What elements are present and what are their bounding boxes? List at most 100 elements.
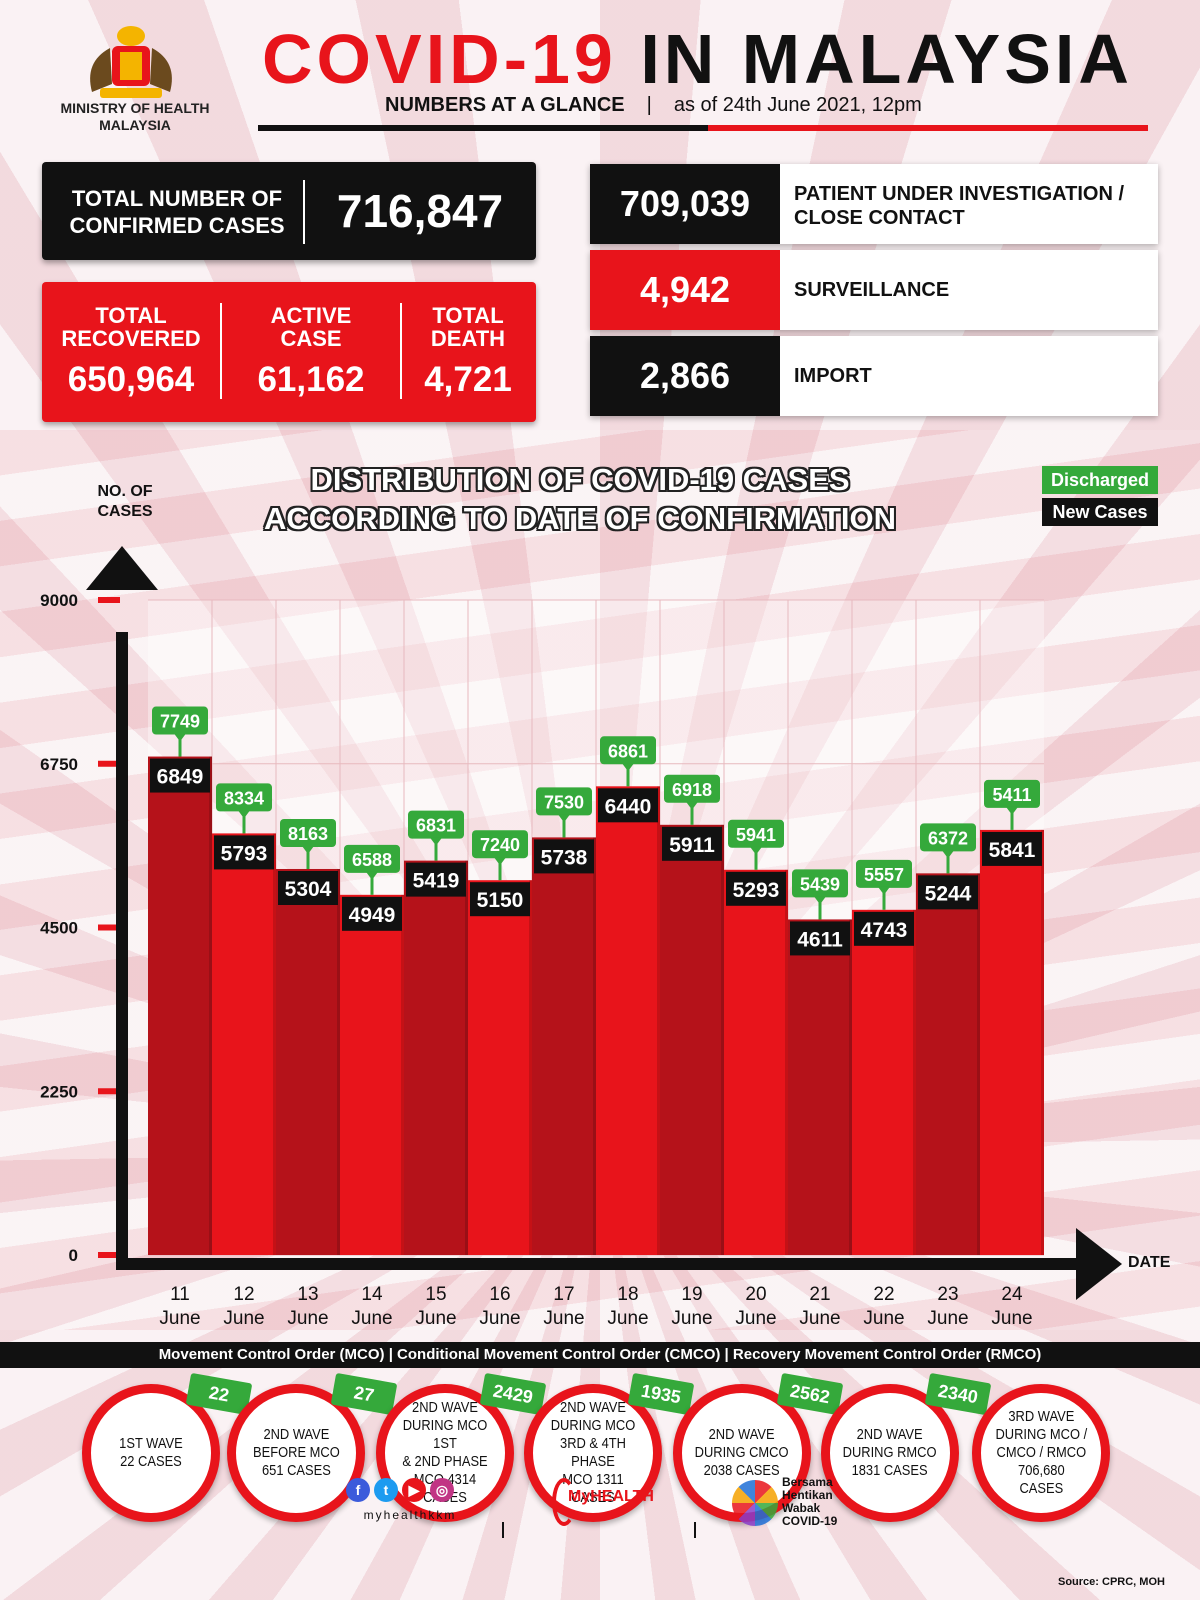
death-value: 4,721 bbox=[424, 360, 512, 399]
new-cases-label: 5841 bbox=[989, 839, 1036, 862]
discharged-label-tail bbox=[878, 886, 890, 895]
bar-edge bbox=[593, 837, 596, 1255]
bar bbox=[148, 756, 212, 1255]
x-tick-label: 22 bbox=[873, 1284, 894, 1305]
new-cases-label: 5793 bbox=[221, 842, 268, 865]
bar bbox=[276, 868, 340, 1255]
y-tick-mark bbox=[98, 1252, 120, 1258]
bar-edge bbox=[401, 894, 404, 1255]
bar bbox=[788, 919, 852, 1255]
footer-divider bbox=[694, 1522, 696, 1538]
discharged-label-box bbox=[280, 818, 336, 847]
bar bbox=[724, 869, 788, 1255]
wave-text: 2ND WAVE DURING RMCO 1831 CASES bbox=[843, 1426, 937, 1479]
x-tick-label: June bbox=[607, 1308, 648, 1329]
discharged-label-box bbox=[408, 810, 464, 839]
subtitle-heading: NUMBERS AT A GLANCE bbox=[385, 94, 625, 116]
x-tick-label: June bbox=[287, 1308, 328, 1329]
discharged-label-tail bbox=[942, 850, 954, 859]
discharged-label: 7749 bbox=[160, 712, 200, 732]
new-cases-label: 6849 bbox=[157, 766, 204, 789]
y-axis-arrow bbox=[86, 546, 158, 590]
new-cases-label-box bbox=[918, 875, 978, 910]
x-tick-label: 14 bbox=[361, 1284, 383, 1305]
bar-edge bbox=[273, 833, 276, 1255]
wave-circle: 3RD WAVE DURING MCO / CMCO / RMCO 706,68… bbox=[972, 1384, 1110, 1522]
bar bbox=[660, 824, 724, 1255]
active-label: ACTIVE CASE bbox=[270, 303, 352, 351]
x-tick-label: June bbox=[735, 1308, 776, 1329]
instagram-icon[interactable]: ◎ bbox=[430, 1478, 454, 1502]
new-cases-label: 5304 bbox=[285, 878, 332, 901]
discharged-label-box bbox=[344, 844, 400, 873]
recovered-label: TOTAL RECOVERED bbox=[61, 303, 201, 351]
bar-edge bbox=[721, 824, 724, 1255]
active-value: 61,162 bbox=[257, 360, 365, 399]
y-tick-mark bbox=[98, 760, 120, 767]
wave-text: 2ND WAVE DURING CMCO 2038 CASES bbox=[695, 1426, 789, 1479]
bar bbox=[980, 829, 1044, 1255]
wave-circle: 1ST WAVE 22 CASES bbox=[82, 1384, 220, 1522]
myhealth-logo-icon bbox=[552, 1478, 576, 1526]
title-red: COVID-19 bbox=[262, 20, 617, 98]
new-cases-label-box bbox=[470, 882, 530, 917]
bar-edge bbox=[977, 873, 980, 1255]
bar-edge bbox=[209, 756, 212, 1255]
discharged-label-box bbox=[216, 783, 272, 812]
bersama-logo: Bersama Hentikan Wabak COVID-19 bbox=[782, 1475, 838, 1528]
x-tick-label: June bbox=[351, 1308, 392, 1329]
discharged-label-tail bbox=[174, 733, 186, 742]
bar-edge bbox=[657, 786, 660, 1255]
x-tick-label: 11 bbox=[170, 1284, 190, 1305]
discharged-label: 5439 bbox=[800, 874, 840, 894]
screening-value: 709,039 bbox=[590, 164, 780, 244]
twitter-icon[interactable]: t bbox=[374, 1478, 398, 1502]
y-tick-label: 4500 bbox=[40, 919, 78, 938]
discharged-label: 6372 bbox=[928, 828, 968, 848]
new-cases-label: 5738 bbox=[541, 846, 588, 869]
bar-edge bbox=[785, 869, 788, 1255]
discharged-label-box bbox=[472, 830, 528, 859]
discharged-label-box bbox=[536, 787, 592, 816]
discharged-label: 7240 bbox=[480, 835, 520, 855]
discharged-label: 8163 bbox=[288, 824, 328, 844]
x-tick-label: 23 bbox=[937, 1284, 958, 1305]
y-tick-label: 2250 bbox=[40, 1082, 78, 1101]
coat-of-arms-icon bbox=[90, 26, 172, 98]
y-tick-mark bbox=[98, 1088, 120, 1095]
x-tick-label: June bbox=[927, 1308, 968, 1329]
youtube-icon[interactable]: ▶ bbox=[402, 1478, 426, 1502]
discharged-label-tail bbox=[814, 896, 826, 905]
bar-edge bbox=[1041, 829, 1044, 1255]
title-black: IN MALAYSIA bbox=[640, 20, 1133, 98]
chart-title: DISTRIBUTION OF COVID-19 CASES ACCORDING… bbox=[263, 462, 897, 536]
bar bbox=[852, 909, 916, 1255]
bar-edge bbox=[913, 909, 916, 1255]
subtitle: NUMBERS AT A GLANCE | as of 24th June 2021… bbox=[385, 93, 922, 117]
discharged-label-tail bbox=[750, 846, 762, 855]
new-cases-label-box bbox=[662, 826, 722, 861]
y-tick-label: 0 bbox=[69, 1246, 78, 1265]
x-tick-label: 19 bbox=[681, 1284, 702, 1305]
x-tick-label: June bbox=[159, 1308, 200, 1329]
bar bbox=[212, 833, 276, 1255]
discharged-label-box bbox=[152, 706, 208, 735]
discharged-label-box bbox=[792, 869, 848, 898]
bar-edge bbox=[529, 880, 532, 1255]
discharged-label: 5557 bbox=[864, 865, 904, 885]
total-cases-label: TOTAL NUMBER OF CONFIRMED CASES bbox=[69, 186, 285, 238]
screening-label: SURVEILLANCE bbox=[794, 279, 950, 301]
bar bbox=[404, 860, 468, 1255]
discharged-label-box bbox=[984, 779, 1040, 808]
header-underline-red bbox=[708, 125, 1148, 131]
source-note: Source: CPRC, MOH bbox=[1058, 1576, 1165, 1588]
total-cases-card bbox=[42, 162, 536, 260]
x-tick-label: 24 bbox=[1001, 1284, 1023, 1305]
x-tick-label: June bbox=[671, 1308, 712, 1329]
facebook-icon[interactable]: f bbox=[346, 1478, 370, 1502]
x-tick-label: 12 bbox=[233, 1284, 254, 1305]
discharged-label: 8334 bbox=[224, 788, 264, 808]
outcome-divider bbox=[400, 303, 402, 399]
wave-text: 1ST WAVE 22 CASES bbox=[119, 1435, 183, 1470]
new-cases-label: 5150 bbox=[477, 889, 524, 912]
